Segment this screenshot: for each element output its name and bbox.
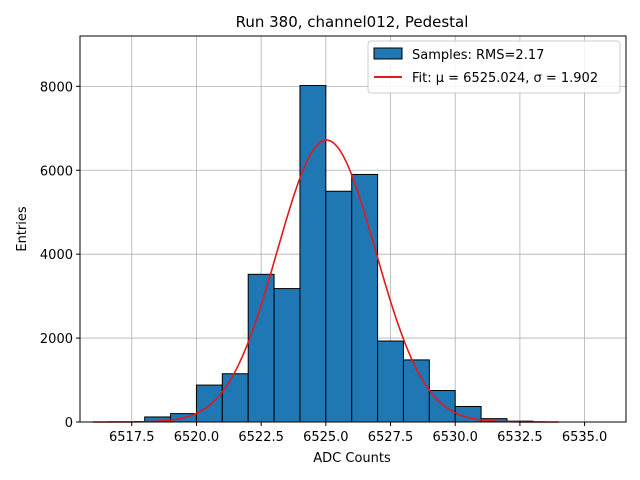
x-tick-label: 6522.5 [238, 430, 284, 445]
y-tick-label: 2000 [40, 332, 73, 347]
histogram-bar [325, 190, 353, 423]
y-tick-label: 4000 [40, 248, 73, 263]
histogram-bar [299, 85, 327, 423]
x-tick-label: 6527.5 [368, 430, 414, 445]
x-tick-label: 6517.5 [109, 430, 155, 445]
histogram-bar [195, 384, 223, 423]
x-tick-label: 6532.5 [497, 430, 543, 445]
x-axis-ticks: 6517.5 6520.0 6522.5 6525.0 6527.5 6530.0 6532… [109, 422, 607, 445]
plot-frame [79, 35, 627, 423]
chart-title: Run 380, channel012, Pedestal [236, 13, 469, 31]
fit-curve [92, 139, 559, 423]
fit-curve-layer [92, 139, 559, 423]
y-axis-label: Entries [15, 206, 30, 252]
y-tick-label: 6000 [40, 164, 73, 179]
legend-fit-label: Fit: μ = 6525.024, σ = 1.902 [412, 71, 598, 86]
y-axis-ticks: 0 2000 4000 6000 8000 [40, 80, 80, 431]
histogram-bar [273, 288, 301, 423]
legend-box [367, 40, 621, 94]
legend-samples-label: Samples: RMS=2.17 [412, 48, 544, 63]
histogram-bar [377, 340, 404, 423]
x-tick-label: 6520.0 [174, 430, 220, 445]
x-tick-label: 6535.0 [562, 430, 608, 445]
legend: Samples: RMS=2.17 Fit: μ = 6525.024, σ =… [367, 40, 621, 94]
x-tick-label: 6525.0 [303, 430, 349, 445]
legend-samples-swatch [373, 47, 403, 60]
histogram-bar [221, 373, 249, 423]
y-tick-label: 0 [65, 416, 73, 431]
histogram-bar [247, 273, 275, 423]
y-tick-label: 8000 [40, 80, 73, 95]
x-tick-label: 6530.0 [432, 430, 478, 445]
x-axis-label: ADC Counts [313, 451, 391, 466]
